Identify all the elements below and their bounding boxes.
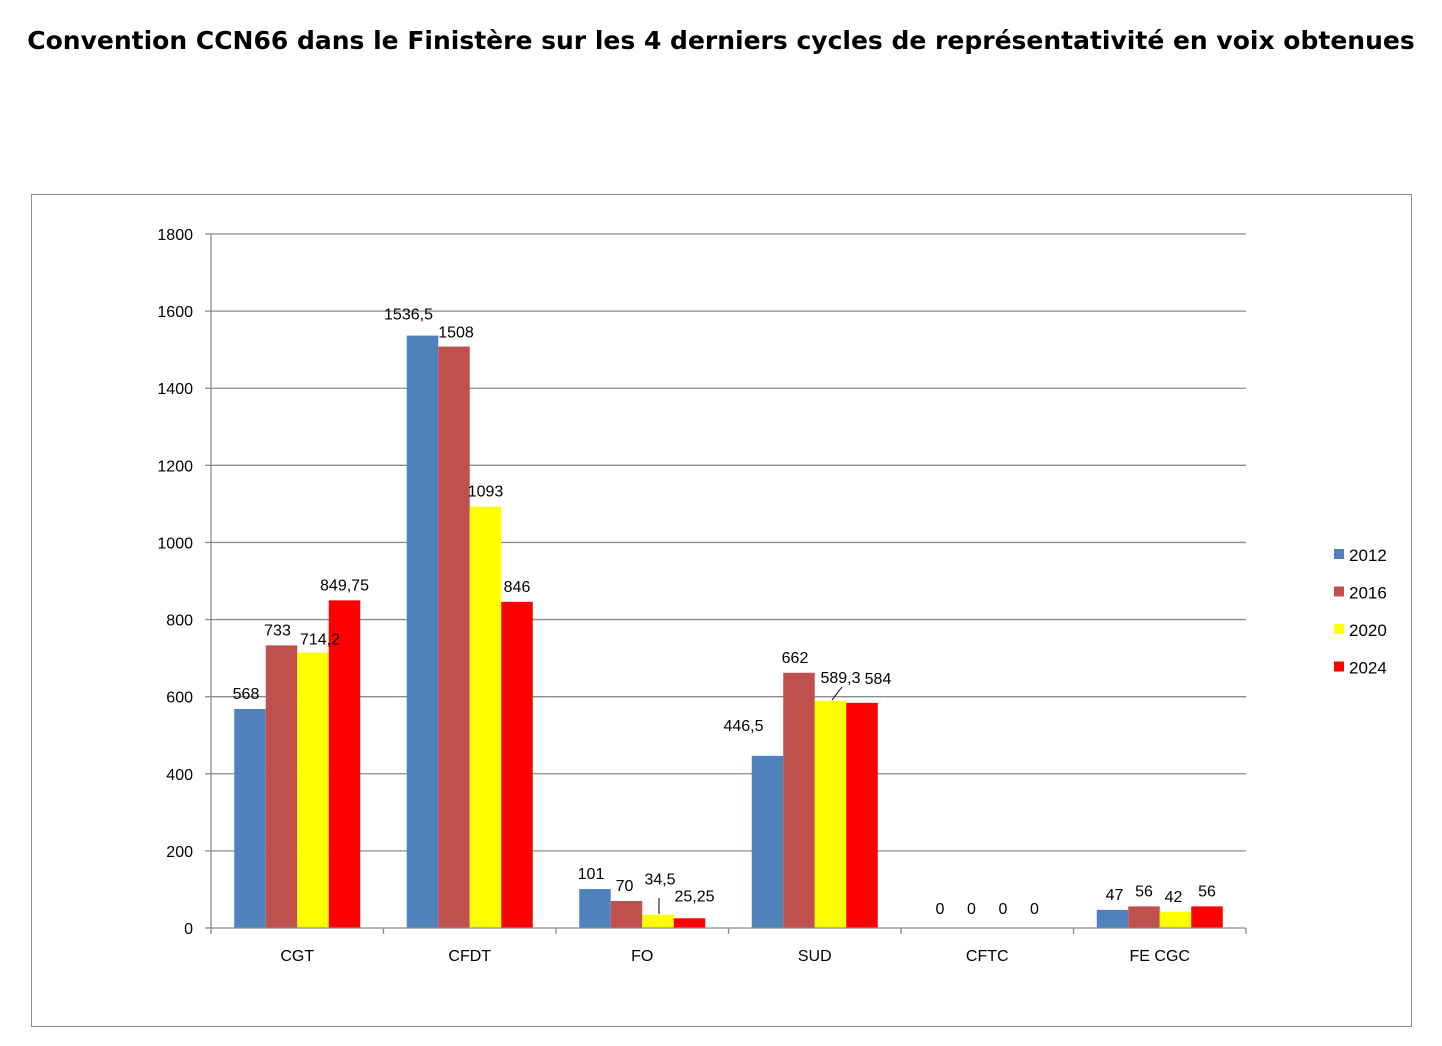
bar-fo-2012 <box>579 889 611 928</box>
legend-swatch-2020 <box>1334 624 1344 634</box>
data-label-cftc-2024: 0 <box>1030 901 1039 918</box>
y-tick-label-1400: 1400 <box>157 381 193 398</box>
chart-title: Convention CCN66 dans le Finistère sur l… <box>27 26 1415 55</box>
legend-label-2012: 2012 <box>1349 546 1387 565</box>
legend-swatch-2016 <box>1334 586 1344 597</box>
data-label-cgt-2024: 849,75 <box>320 577 369 594</box>
data-label-sud-2016: 662 <box>782 650 809 667</box>
data-label-cgt-2016: 733 <box>264 622 291 639</box>
y-tick-label-1200: 1200 <box>157 458 193 475</box>
legend: 2012 2016 2020 2024 <box>1334 546 1387 678</box>
chart-frame <box>31 194 1412 1027</box>
data-label-cfdt-2012: 1536,5 <box>384 307 433 324</box>
data-label-fe-cgc-2016: 56 <box>1135 883 1153 900</box>
bar-cgt-2024 <box>328 600 361 928</box>
bars <box>234 335 1223 929</box>
legend-swatch-2012 <box>1334 549 1344 559</box>
x-category-label-fo: FO <box>631 948 653 965</box>
x-category-label-cftc: CFTC <box>966 948 1009 965</box>
bar-cfdt-2016 <box>438 346 470 928</box>
y-tick-label-1800: 1800 <box>157 227 193 244</box>
y-tick-label-1000: 1000 <box>157 535 193 552</box>
legend-swatch-2024 <box>1334 661 1344 672</box>
legend-label-2024: 2024 <box>1349 659 1387 678</box>
gridlines <box>211 233 1246 852</box>
bar-sud-2024 <box>846 702 878 928</box>
data-label-fe-cgc-2020: 42 <box>1165 889 1183 906</box>
bar-fe-cgc-2024 <box>1191 906 1223 928</box>
data-label-sud-2020: 589,3 <box>820 670 860 687</box>
bar-sud-2012 <box>751 755 784 928</box>
data-label-fo-2012: 101 <box>578 866 605 883</box>
bar-fe-cgc-2020 <box>1159 911 1192 928</box>
y-tick-label-600: 600 <box>166 690 193 707</box>
bar-cfdt-2012 <box>406 335 439 929</box>
data-label-cftc-2016: 0 <box>967 901 976 918</box>
data-label-cfdt-2024: 846 <box>504 579 531 596</box>
data-label-fe-cgc-2024: 56 <box>1198 883 1216 900</box>
data-label-fo-2020: 34,5 <box>644 872 675 889</box>
bar-sud-2016 <box>783 672 815 928</box>
data-label-cfdt-2016: 1508 <box>438 325 474 342</box>
y-tick-label-0: 0 <box>184 921 193 938</box>
bar-fo-2016 <box>610 901 643 928</box>
data-label-sud-2012: 446,5 <box>723 718 763 735</box>
x-category-label-cfdt: CFDT <box>448 948 491 965</box>
data-label-fe-cgc-2012: 47 <box>1106 887 1124 904</box>
bar-cfdt-2024 <box>501 601 533 928</box>
data-label-fo-2024: 25,25 <box>674 888 714 905</box>
data-label-cftc-2012: 0 <box>936 901 945 918</box>
y-tick-label-800: 800 <box>166 613 193 630</box>
data-labels: 568 733 714,2 849,75 1536,5 1508 1093 846 101 70 3… <box>233 307 1216 918</box>
data-label-cftc-2020: 0 <box>999 901 1008 918</box>
bar-cgt-2012 <box>234 709 266 928</box>
data-label-cgt-2020: 714,2 <box>300 632 340 649</box>
bar-cgt-2016 <box>265 645 298 928</box>
data-label-fo-2016: 70 <box>616 878 634 895</box>
axes: 0 200 400 600 800 1000 1200 1400 1600 1800 CGT CFDT… <box>157 227 1247 965</box>
x-category-label-fe-cgc: FE CGC <box>1130 948 1190 965</box>
bar-cfdt-2020 <box>469 506 502 928</box>
bar-cgt-2020 <box>297 652 329 928</box>
bar-fe-cgc-2016 <box>1128 906 1160 928</box>
legend-label-2020: 2020 <box>1349 621 1387 640</box>
x-category-label-cgt: CGT <box>280 948 314 965</box>
bar-fo-2024 <box>673 918 706 928</box>
y-tick-label-200: 200 <box>166 844 193 861</box>
x-category-label-sud: SUD <box>798 948 832 965</box>
data-label-sud-2024: 584 <box>865 671 892 688</box>
data-label-cfdt-2020: 1093 <box>468 484 504 501</box>
bar-fo-2020 <box>642 914 674 928</box>
leader-line-sud-2020 <box>831 686 843 701</box>
y-tick-label-1600: 1600 <box>157 304 193 321</box>
bar-sud-2020 <box>814 700 847 928</box>
bar-fe-cgc-2012 <box>1096 909 1129 928</box>
data-label-cgt-2012: 568 <box>233 686 260 703</box>
y-tick-label-400: 400 <box>166 767 193 784</box>
legend-label-2016: 2016 <box>1349 584 1387 603</box>
